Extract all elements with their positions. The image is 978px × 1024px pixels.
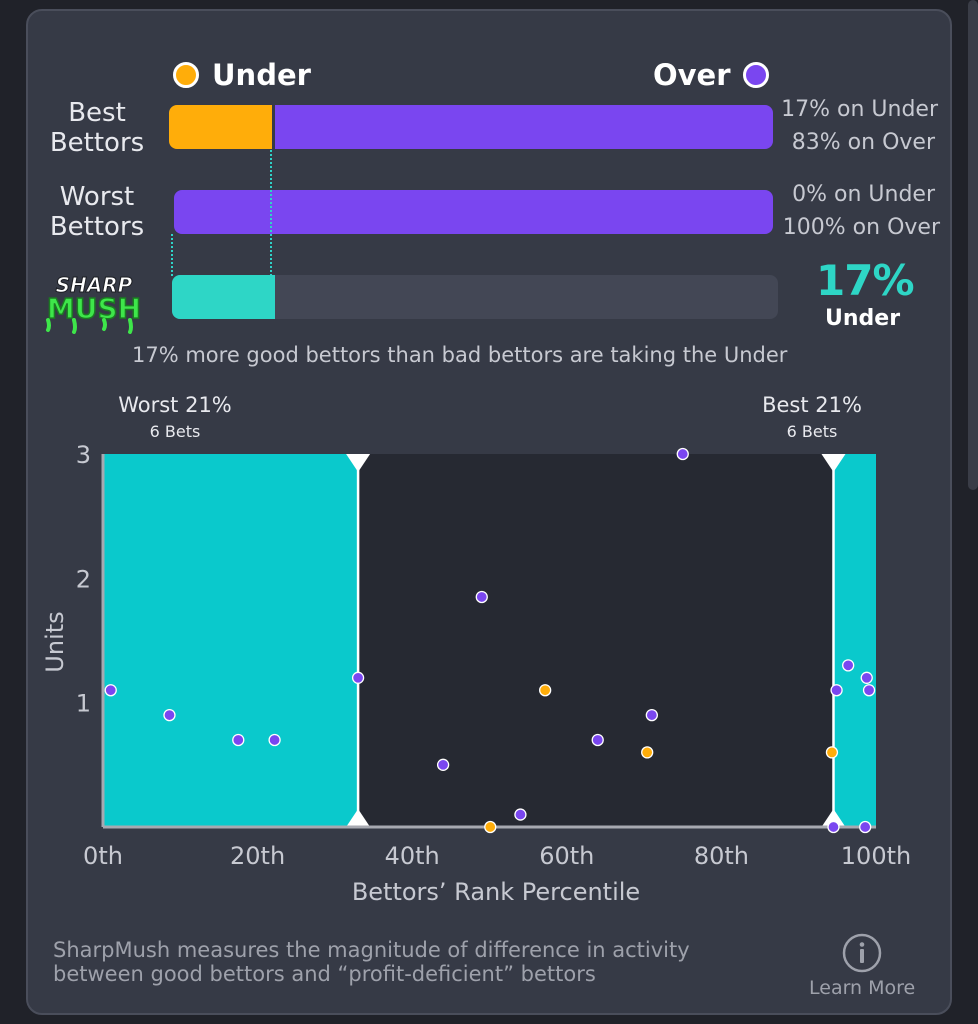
worst-over-pct: 100% on Over bbox=[782, 215, 940, 240]
summary-text: 17% more good bettors than bad bettors a… bbox=[132, 343, 788, 367]
best-bettors-label-line1: Best bbox=[68, 98, 126, 128]
worst-bettors-bar bbox=[174, 190, 773, 234]
worst-bettors-label-line1: Worst bbox=[59, 182, 135, 212]
best-bettors-over-segment bbox=[271, 105, 773, 149]
best-bettors-label: Best Bettors bbox=[40, 98, 154, 158]
info-icon[interactable] bbox=[841, 932, 883, 974]
over-legend-label: Over bbox=[653, 58, 731, 92]
data-point-under bbox=[641, 746, 654, 759]
region-worst-bottom-marker bbox=[346, 809, 371, 827]
worst-bettors-label: Worst Bettors bbox=[40, 182, 154, 242]
scatter-chart: Worst 21% 6 Bets Best 21% 6 Bets 1 2 3 0th 20th 4… bbox=[41, 393, 911, 906]
region-worst-top-marker bbox=[346, 454, 371, 472]
region-best bbox=[833, 454, 876, 827]
x-tick-label: 0th bbox=[83, 842, 123, 870]
over-legend-dot bbox=[743, 62, 769, 88]
sharpmush-logo-line2: MUSH bbox=[47, 292, 141, 325]
y-tick-label: 2 bbox=[76, 565, 91, 593]
best-bettors-label-line2: Bettors bbox=[49, 128, 145, 158]
sharpmush-side: Under bbox=[825, 306, 901, 331]
region-worst-title: Worst 21% bbox=[118, 393, 232, 417]
best-connector-line bbox=[270, 150, 272, 276]
data-point-over bbox=[514, 808, 527, 821]
data-point-over bbox=[862, 684, 876, 697]
region-best-title: Best 21% bbox=[762, 393, 862, 417]
slime-drip-icon bbox=[46, 318, 133, 334]
data-point-over bbox=[859, 820, 872, 834]
region-best-top-marker bbox=[821, 454, 846, 472]
data-point-over bbox=[232, 733, 245, 747]
worst-connector-line bbox=[171, 234, 173, 276]
data-point-over bbox=[645, 708, 658, 722]
data-point-over bbox=[842, 659, 855, 672]
data-point-over bbox=[676, 447, 689, 461]
learn-more-link[interactable]: Learn More bbox=[809, 977, 916, 999]
worst-under-pct: 0% on Under bbox=[792, 182, 935, 207]
footer-description: SharpMush measures the magnitude of diff… bbox=[53, 938, 690, 986]
x-tick-label: 40th bbox=[385, 842, 440, 870]
y-tick-label: 3 bbox=[76, 441, 91, 469]
data-point-under bbox=[539, 684, 552, 697]
sharpmush-value: 17% bbox=[816, 256, 915, 305]
region-best-bottom-marker bbox=[821, 809, 846, 827]
region-worst-subtitle: 6 Bets bbox=[150, 422, 201, 441]
best-over-pct: 83% on Over bbox=[791, 130, 935, 155]
sharpmush-bar-fill bbox=[172, 275, 276, 319]
data-point-over bbox=[860, 671, 873, 684]
footer-description-line2: between good bettors and “profit-deficie… bbox=[53, 962, 596, 986]
best-bettors-bar bbox=[169, 105, 773, 149]
region-best-subtitle: 6 Bets bbox=[787, 422, 838, 441]
sharpmush-logo-line1: SHARP bbox=[56, 273, 133, 297]
under-legend-label: Under bbox=[212, 58, 311, 92]
data-point-over bbox=[475, 590, 488, 604]
scrollbar[interactable] bbox=[968, 0, 978, 490]
worst-bettors-label-line2: Bettors bbox=[49, 212, 145, 242]
best-bettors-under-segment bbox=[169, 105, 272, 149]
data-point-over bbox=[591, 733, 604, 747]
y-tick-label: 1 bbox=[76, 690, 91, 718]
under-legend-dot bbox=[173, 62, 199, 88]
region-worst bbox=[103, 454, 359, 827]
data-point-under bbox=[825, 746, 839, 759]
data-point-over bbox=[436, 758, 450, 771]
data-point-over bbox=[827, 820, 840, 834]
x-tick-label: 20th bbox=[230, 842, 285, 870]
data-point-over bbox=[163, 708, 176, 722]
x-axis-label: Bettors’ Rank Percentile bbox=[352, 878, 640, 906]
footer-description-line1: SharpMush measures the magnitude of diff… bbox=[53, 938, 690, 962]
x-tick-label: 80th bbox=[694, 842, 749, 870]
data-point-over bbox=[104, 684, 117, 697]
data-point-under bbox=[484, 820, 497, 834]
worst-bettors-over-segment bbox=[174, 190, 773, 234]
best-under-pct: 17% on Under bbox=[781, 97, 938, 122]
data-point-over bbox=[268, 733, 281, 747]
sharpmush-bar bbox=[172, 275, 778, 319]
x-tick-label: 60th bbox=[539, 842, 594, 870]
x-tick-label: 100th bbox=[841, 842, 911, 870]
data-point-over bbox=[351, 671, 365, 684]
sharpmush-logo: SHARP MUSH bbox=[46, 273, 142, 334]
y-axis-label: Units bbox=[41, 611, 69, 672]
data-point-over bbox=[830, 684, 843, 697]
